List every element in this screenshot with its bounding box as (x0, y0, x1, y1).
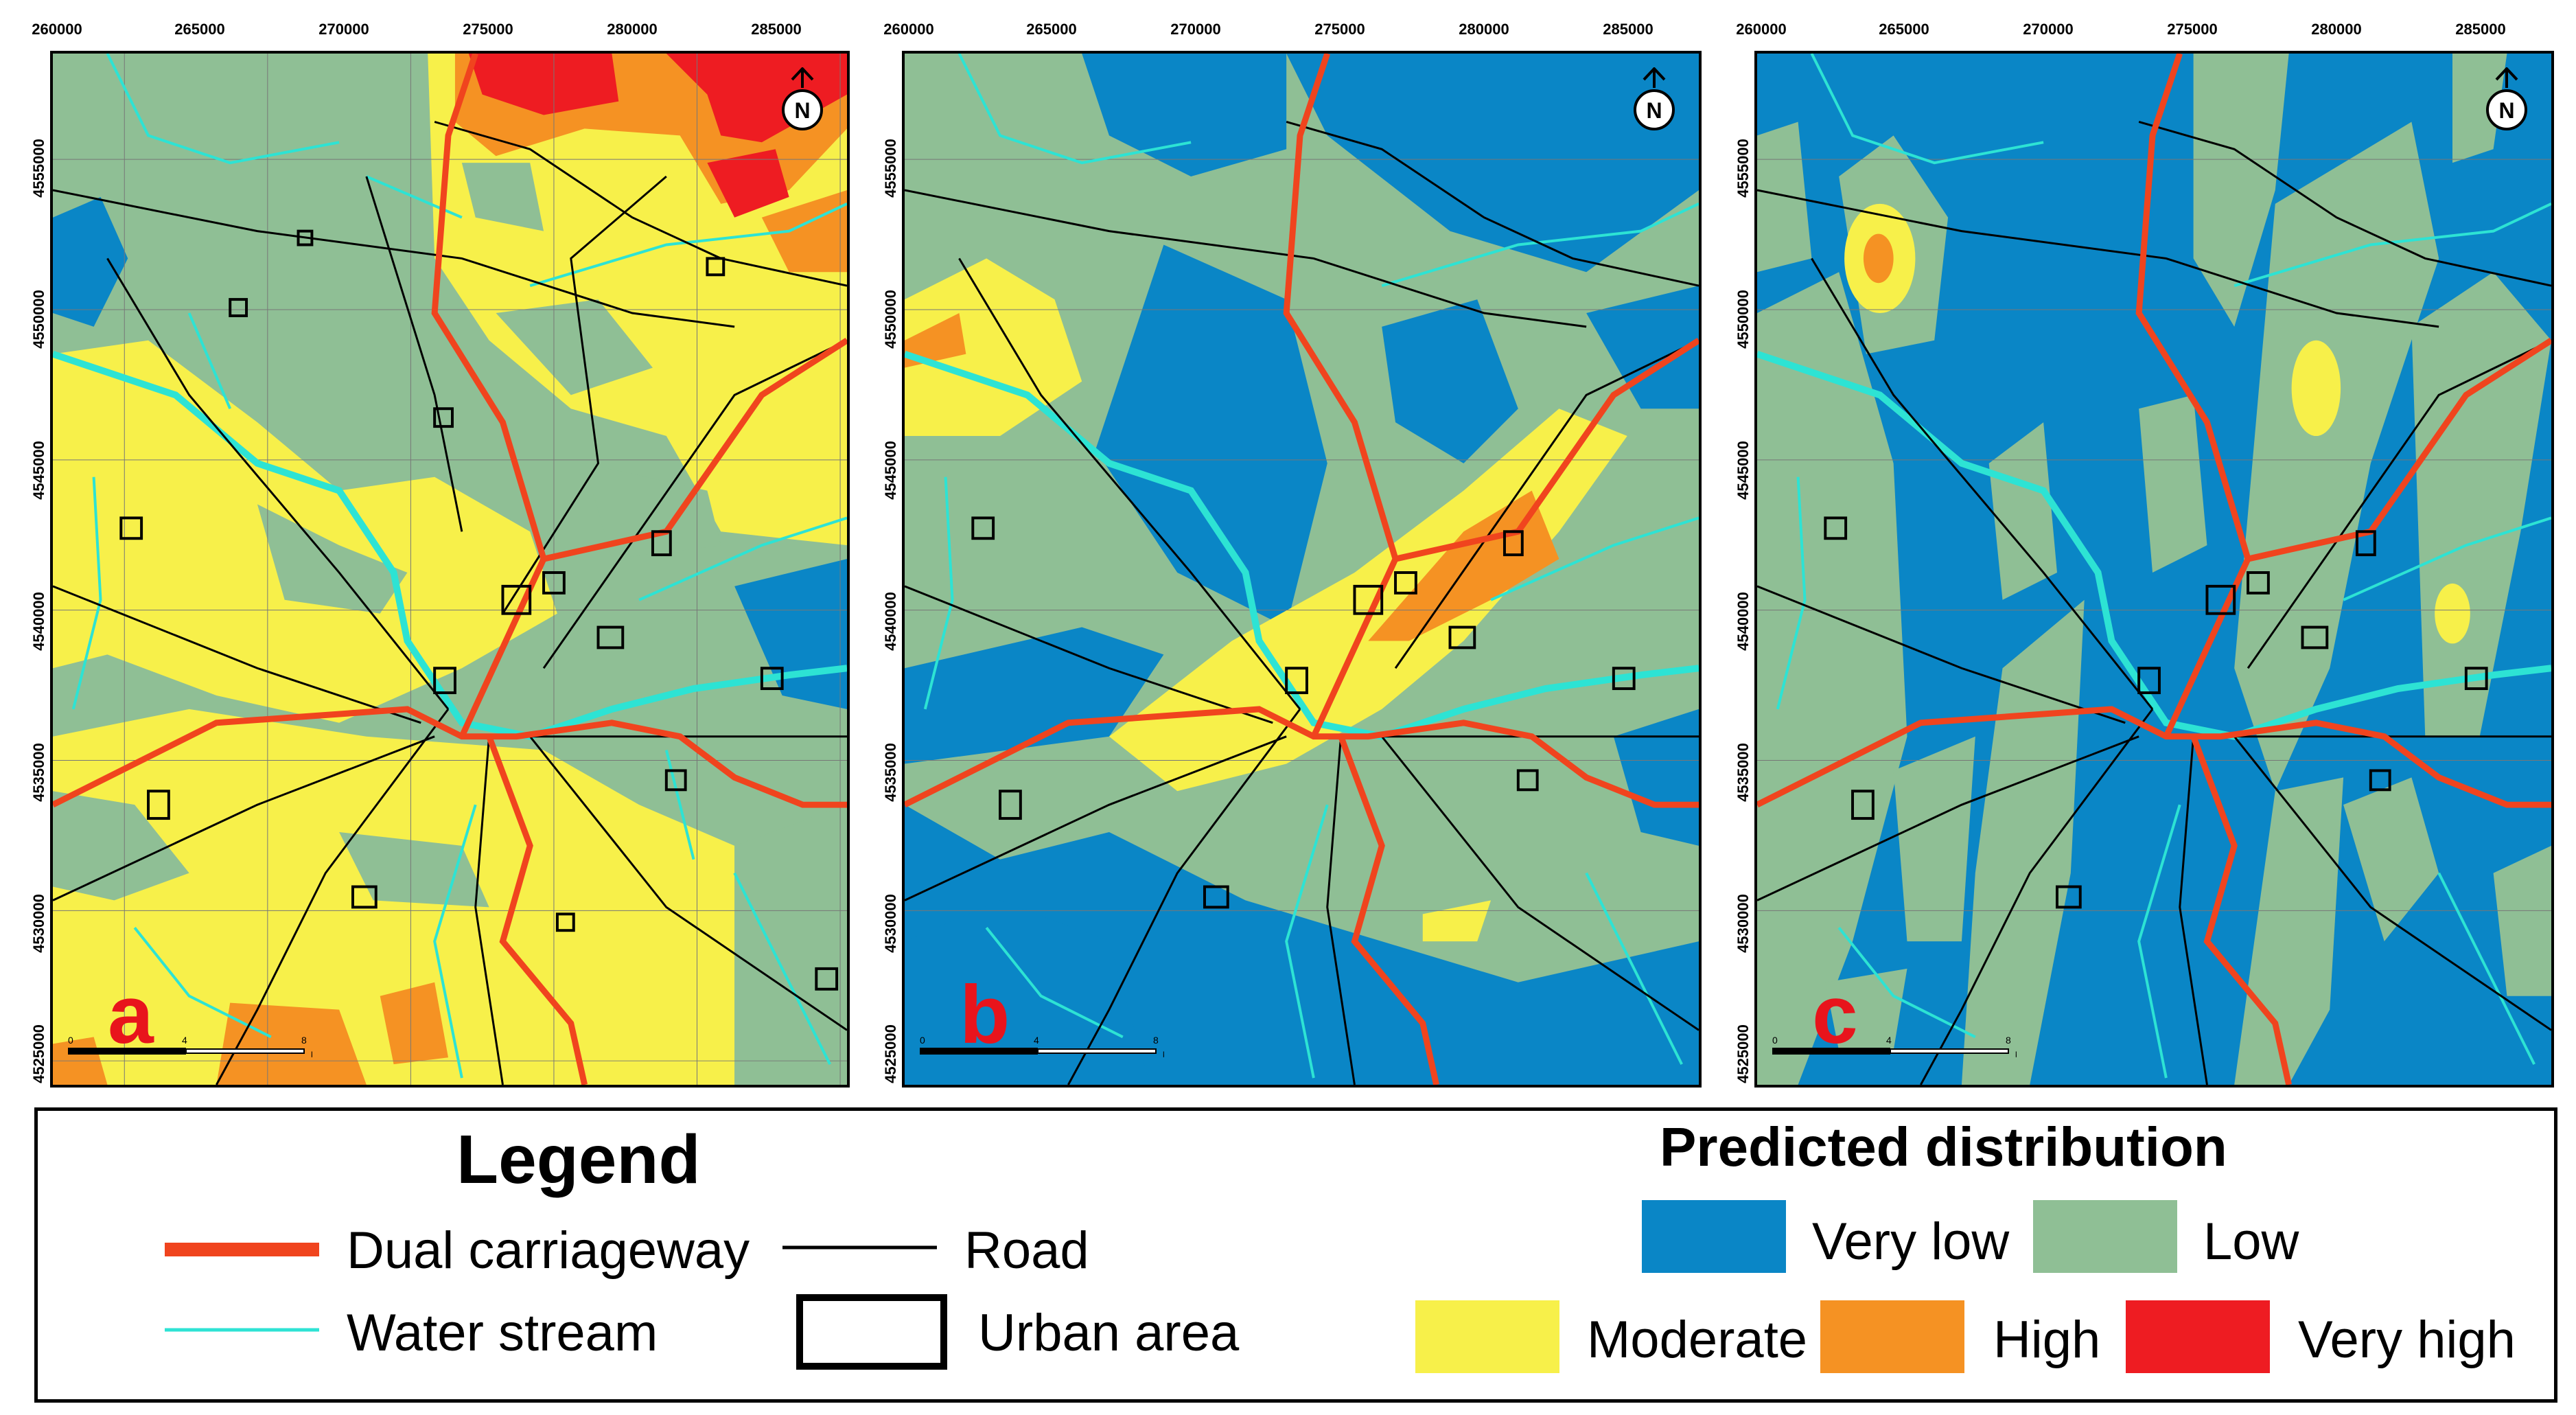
x-tick-label: 270000 (318, 21, 369, 38)
scale-bar: 0 4 8 km (65, 1034, 322, 1061)
scale-bar: 0 4 8 km (917, 1034, 1174, 1061)
x-tick-label: 280000 (607, 21, 658, 38)
y-tick-label: 4545000 (1734, 441, 1752, 500)
legend-water-stream: Water stream (347, 1304, 658, 1362)
svg-text:8: 8 (2006, 1035, 2011, 1046)
legend-title: Legend (456, 1121, 701, 1198)
y-tick-label: 4555000 (1734, 139, 1752, 198)
urban-area-symbol (796, 1294, 947, 1370)
x-tick-label: 260000 (1736, 21, 1787, 38)
x-tick-label: 285000 (2455, 21, 2506, 38)
x-tick-label: 265000 (1026, 21, 1077, 38)
x-tick-label: 275000 (463, 21, 513, 38)
y-tick-label: 4545000 (30, 441, 47, 500)
svg-text:4: 4 (182, 1035, 187, 1046)
legend-low: Low (2203, 1212, 2299, 1271)
svg-text:8: 8 (301, 1035, 307, 1046)
y-tick-label: 4530000 (1734, 894, 1752, 953)
svg-text:km: km (1163, 1050, 1164, 1059)
svg-text:8: 8 (1153, 1035, 1159, 1046)
y-tick-label: 4555000 (882, 139, 899, 198)
y-tick-label: 4550000 (882, 290, 899, 349)
x-tick-label: 275000 (2167, 21, 2218, 38)
y-tick-label: 4525000 (30, 1024, 47, 1083)
x-tick-label: 270000 (2023, 21, 2074, 38)
y-tick-label: 4540000 (1734, 592, 1752, 651)
y-tick-label: 4525000 (882, 1024, 899, 1083)
very-low-swatch (1642, 1200, 1786, 1273)
y-tick-label: 4545000 (882, 441, 899, 500)
legend-road: Road (964, 1221, 1089, 1280)
y-tick-label: 4535000 (882, 743, 899, 802)
x-tick-label: 260000 (32, 21, 82, 38)
y-tick-label: 4550000 (1734, 290, 1752, 349)
legend-moderate: Moderate (1587, 1311, 1808, 1369)
map-c-svg (1757, 54, 2551, 1085)
north-arrow-icon: N (778, 67, 826, 136)
north-arrow-icon: N (2483, 67, 2531, 136)
dual-carriageway-symbol (165, 1243, 319, 1256)
x-tick-label: 285000 (751, 21, 802, 38)
legend-urban-area: Urban area (978, 1304, 1240, 1362)
legend-very-low: Very low (1812, 1212, 2010, 1271)
y-tick-label: 4530000 (882, 894, 899, 953)
low-swatch (2033, 1200, 2177, 1273)
water-stream-symbol (165, 1328, 319, 1332)
svg-text:4: 4 (1886, 1035, 1892, 1046)
panel-letter-a: a (108, 969, 154, 1061)
high-swatch (1820, 1300, 1964, 1373)
x-tick-label: 280000 (1459, 21, 1509, 38)
svg-text:0: 0 (920, 1035, 925, 1046)
y-tick-label: 4530000 (30, 894, 47, 953)
x-tick-label: 260000 (883, 21, 934, 38)
predicted-distribution-title: Predicted distribution (1660, 1116, 2227, 1177)
x-tick-label: 265000 (174, 21, 225, 38)
x-tick-label: 265000 (1879, 21, 1929, 38)
legend-dual-carriageway: Dual carriageway (347, 1221, 750, 1280)
y-tick-label: 4535000 (30, 743, 47, 802)
svg-text:4: 4 (1034, 1035, 1039, 1046)
y-tick-label: 4550000 (30, 290, 47, 349)
x-tick-label: 285000 (1603, 21, 1653, 38)
x-tick-label: 270000 (1170, 21, 1221, 38)
map-b-svg (905, 54, 1699, 1085)
north-label: N (794, 98, 810, 123)
y-tick-label: 4525000 (1734, 1024, 1752, 1083)
very-high-swatch (2126, 1300, 2270, 1373)
x-tick-label: 280000 (2311, 21, 2362, 38)
map-panel-b: N b 0 4 8 km (902, 51, 1702, 1088)
moderate-swatch (1415, 1300, 1559, 1373)
north-arrow-icon: N (1630, 67, 1678, 136)
svg-text:N: N (2498, 98, 2514, 123)
legend-very-high: Very high (2298, 1311, 2516, 1369)
y-tick-label: 4540000 (30, 592, 47, 651)
panel-letter-b: b (960, 969, 1010, 1061)
svg-text:N: N (1646, 98, 1662, 123)
map-panel-a: N a 0 4 8 km (50, 51, 850, 1088)
map-a-svg (53, 54, 847, 1085)
panel-letter-c: c (1812, 969, 1858, 1061)
road-symbol (782, 1245, 937, 1250)
svg-text:km: km (2015, 1050, 2017, 1059)
svg-text:0: 0 (1772, 1035, 1778, 1046)
legend-high: High (1993, 1311, 2101, 1369)
y-tick-label: 4540000 (882, 592, 899, 651)
scale-bar: 0 4 8 km (1769, 1034, 2026, 1061)
y-tick-label: 4555000 (30, 139, 47, 198)
x-tick-label: 275000 (1314, 21, 1365, 38)
svg-text:km: km (311, 1050, 312, 1059)
y-tick-label: 4535000 (1734, 743, 1752, 802)
svg-text:0: 0 (68, 1035, 73, 1046)
map-panel-c: N c 0 4 8 km (1754, 51, 2554, 1088)
